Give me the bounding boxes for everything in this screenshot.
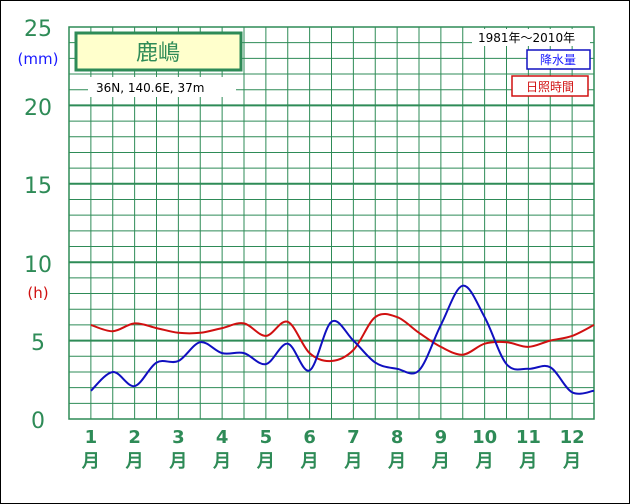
month-number-label: 10 xyxy=(472,427,497,448)
month-unit-label: 月 xyxy=(387,451,406,472)
month-number-label: 3 xyxy=(172,427,185,448)
month-unit-label: 月 xyxy=(475,451,494,472)
legend-sunshine-box xyxy=(511,75,589,97)
precipitation-line xyxy=(90,284,595,395)
month-unit-label: 月 xyxy=(168,451,187,472)
month-unit-label: 月 xyxy=(562,451,581,472)
month-unit-label: 月 xyxy=(212,451,231,472)
month-unit-label: 月 xyxy=(125,451,144,472)
x-axis-months: 1 月 2 月 3 月 4 月 5 月 6 月 7 月 8 月 9 月 10 月 11 月 12 月 xyxy=(81,427,585,472)
y-tick-label-25: 25 xyxy=(24,17,52,42)
month-unit-label: 月 xyxy=(431,451,450,472)
sunshine-line xyxy=(90,312,595,363)
station-name: 鹿嶋 xyxy=(136,41,180,66)
y-tick-label-20: 20 xyxy=(24,96,52,121)
plot-border xyxy=(68,26,595,420)
precip-unit-label: (mm) xyxy=(18,50,59,68)
month-number-label: 9 xyxy=(435,427,448,448)
y-tick-label-15: 15 xyxy=(24,174,52,199)
month-number-label: 6 xyxy=(303,427,316,448)
month-number-label: 5 xyxy=(260,427,273,448)
station-location: 36N, 140.6E, 37m xyxy=(96,81,204,95)
month-number-label: 4 xyxy=(216,427,229,448)
month-number-label: 11 xyxy=(516,427,541,448)
period-label: 1981年〜2010年 xyxy=(478,31,575,45)
month-number-label: 7 xyxy=(347,427,360,448)
legend-precip-label: 降水量 xyxy=(540,53,576,67)
y-tick-label-0: 0 xyxy=(31,409,45,434)
sunshine-unit-label: (h) xyxy=(27,284,48,302)
month-unit-label: 月 xyxy=(518,451,537,472)
station-box xyxy=(74,31,243,72)
location-box xyxy=(88,77,236,97)
legend-precip-box xyxy=(526,49,591,70)
month-number-label: 12 xyxy=(560,427,585,448)
legend-sunshine-label: 日照時間 xyxy=(526,80,574,94)
y-axis-ticks: 0 5 10 15 20 25 xyxy=(24,17,52,434)
month-unit-label: 月 xyxy=(300,451,319,472)
month-unit-label: 月 xyxy=(343,451,362,472)
month-unit-label: 月 xyxy=(256,451,275,472)
y-tick-label-10: 10 xyxy=(24,253,52,278)
month-unit-label: 月 xyxy=(81,451,100,472)
y-tick-label-5: 5 xyxy=(31,331,45,356)
month-number-label: 2 xyxy=(128,427,141,448)
month-number-label: 1 xyxy=(85,427,98,448)
month-number-label: 8 xyxy=(391,427,404,448)
period-box xyxy=(472,29,590,46)
